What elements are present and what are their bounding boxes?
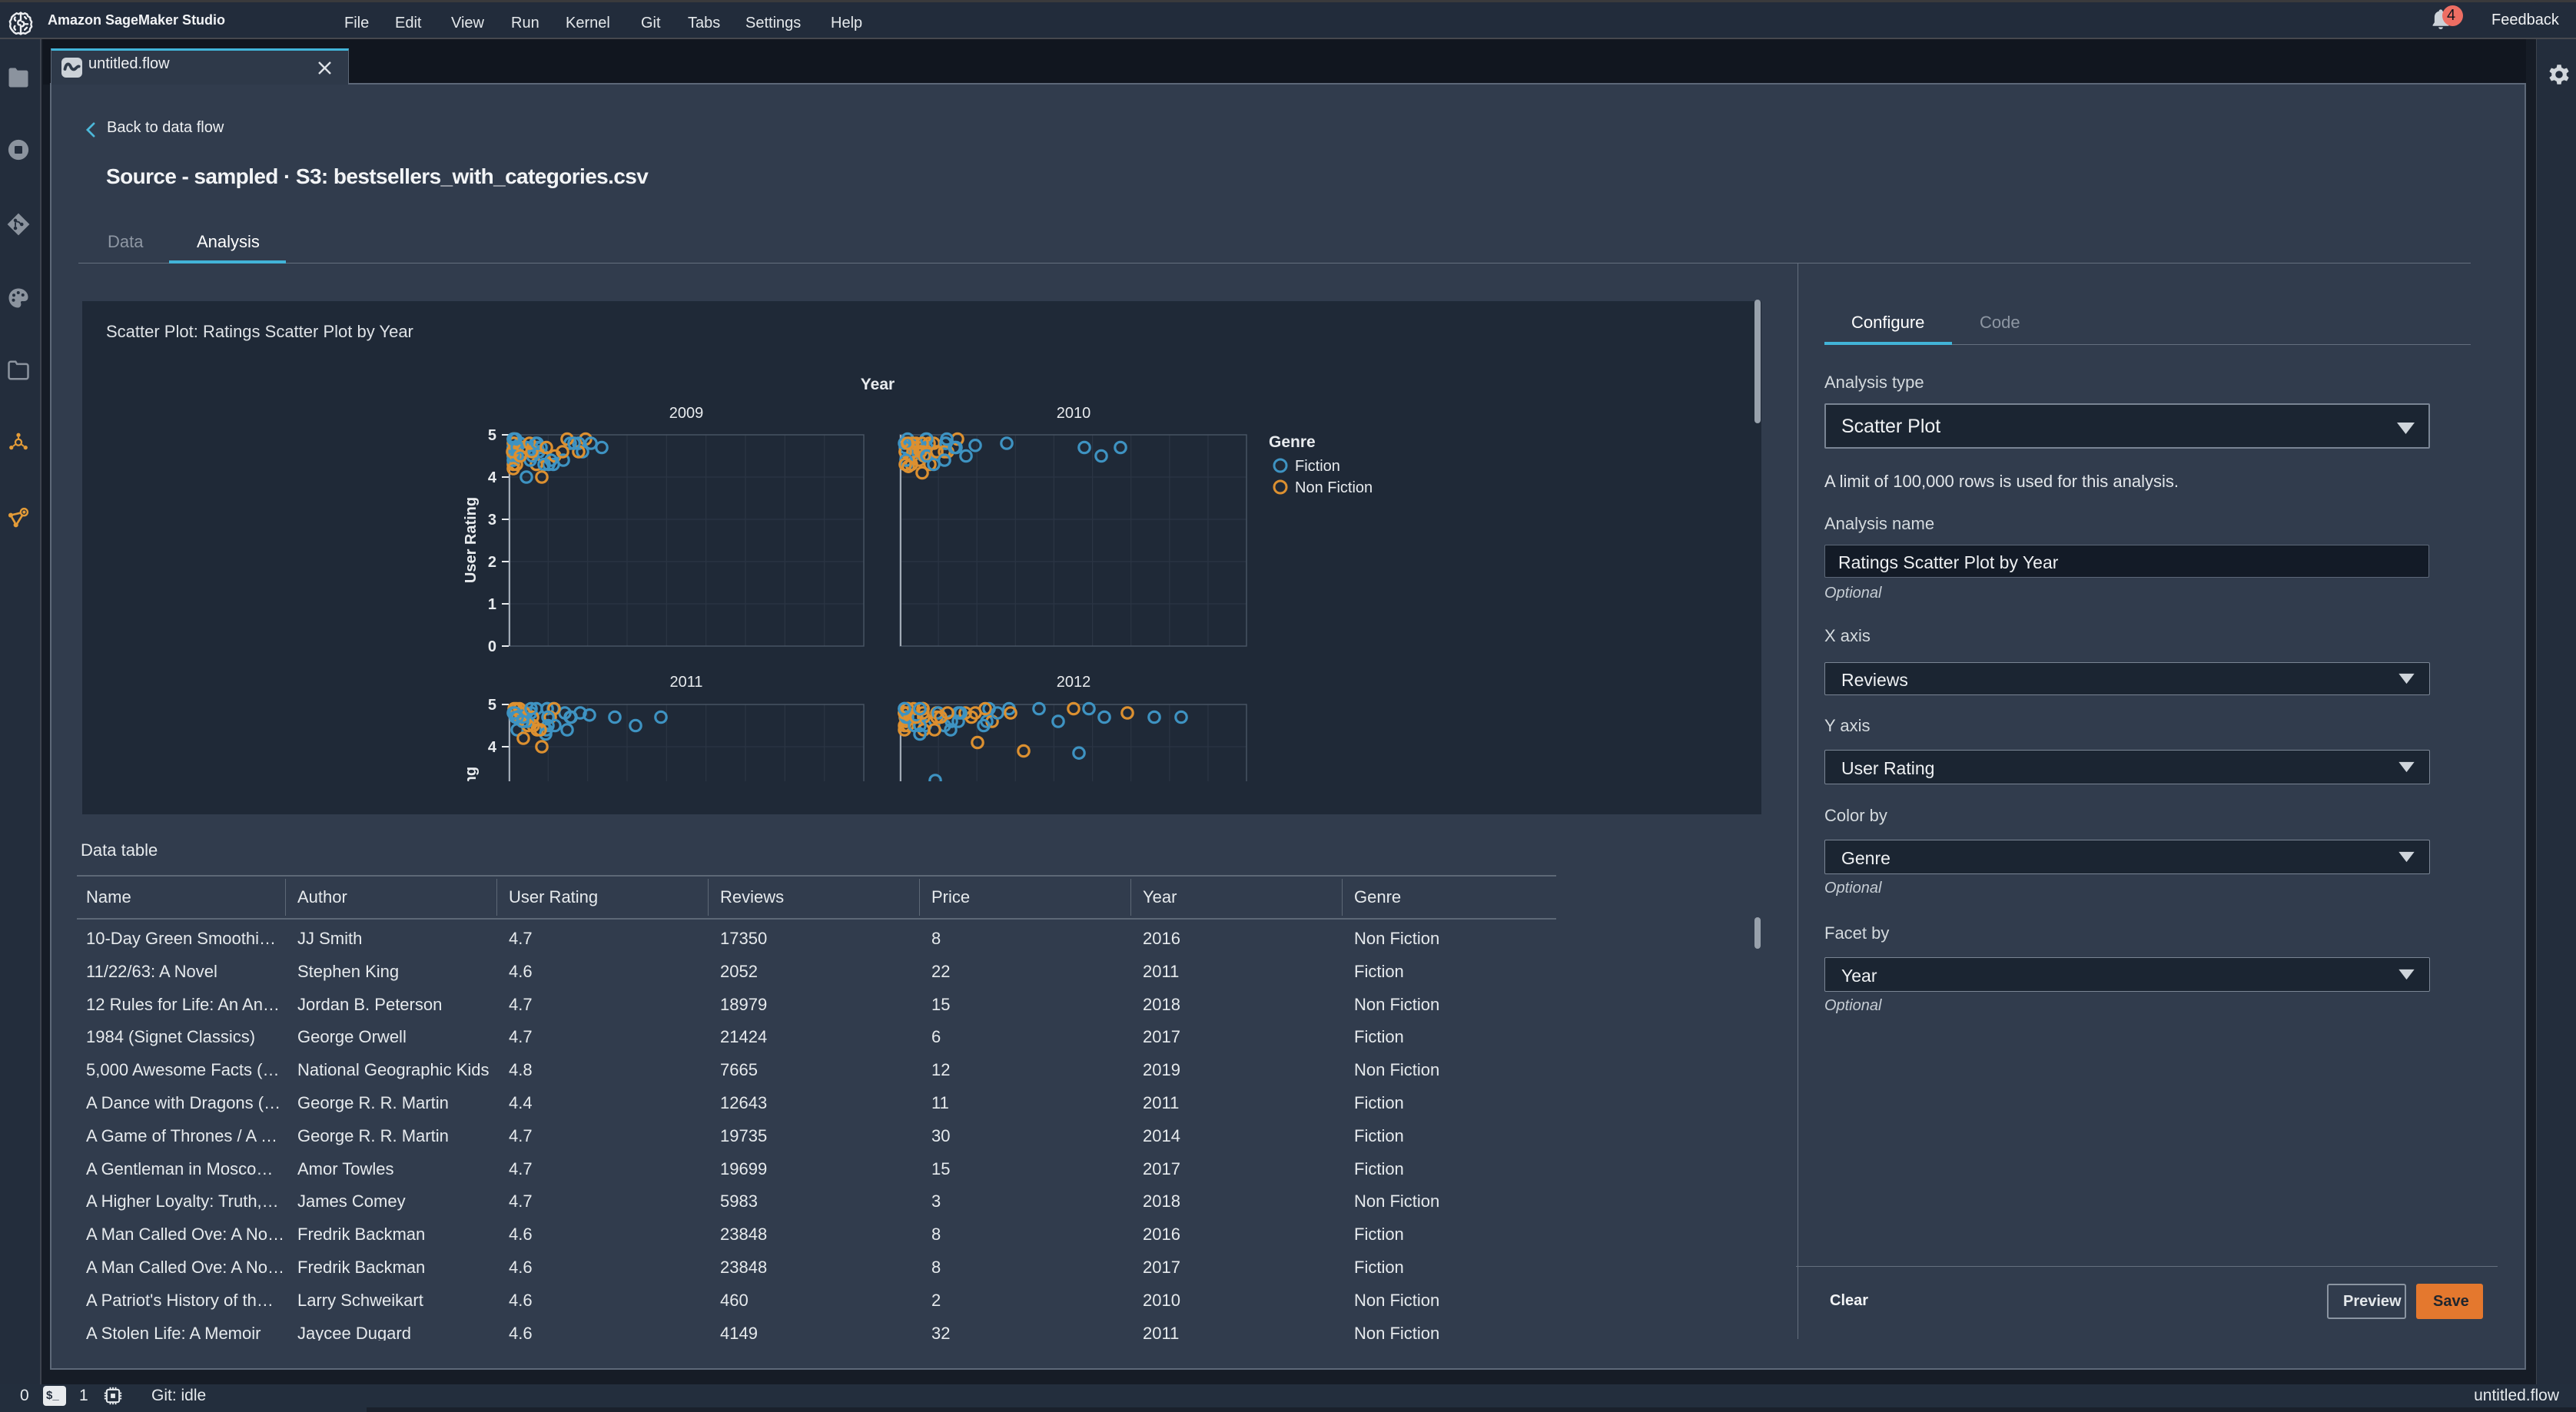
svg-text:2: 2 bbox=[488, 554, 496, 571]
svg-text:2012: 2012 bbox=[1057, 674, 1091, 691]
svg-text:2009: 2009 bbox=[669, 405, 704, 422]
svg-text:2010: 2010 bbox=[1057, 405, 1091, 422]
svg-text:Year: Year bbox=[861, 376, 895, 393]
svg-text:User Rating: User Rating bbox=[463, 497, 480, 583]
svg-text:0: 0 bbox=[488, 638, 496, 655]
svg-text:3: 3 bbox=[488, 512, 496, 529]
svg-text:2011: 2011 bbox=[669, 674, 702, 691]
svg-text:4: 4 bbox=[488, 469, 497, 486]
svg-text:5: 5 bbox=[488, 697, 496, 714]
svg-text:Genre: Genre bbox=[1269, 433, 1316, 451]
svg-text:Non Fiction: Non Fiction bbox=[1295, 479, 1373, 496]
svg-text:4: 4 bbox=[488, 739, 497, 756]
svg-text:1: 1 bbox=[488, 596, 496, 613]
svg-text:5: 5 bbox=[488, 427, 496, 444]
svg-text:User Rating: User Rating bbox=[463, 767, 480, 781]
svg-text:Fiction: Fiction bbox=[1295, 458, 1340, 475]
